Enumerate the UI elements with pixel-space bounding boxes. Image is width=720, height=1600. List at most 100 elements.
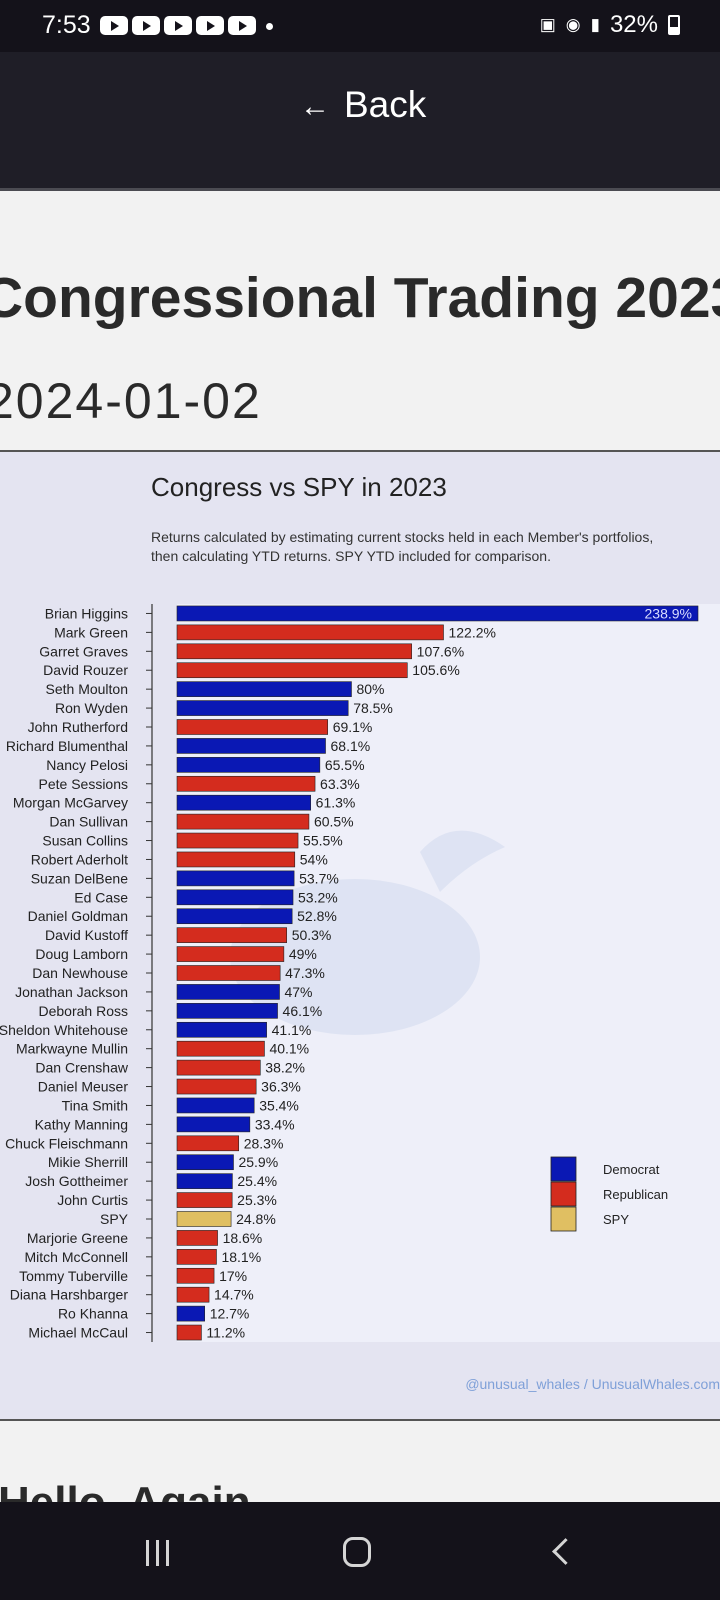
chart-subtitle: Returns calculated by estimating current… bbox=[151, 529, 654, 564]
bar-value-label: 17% bbox=[219, 1268, 247, 1284]
youtube-notification-icon bbox=[164, 16, 192, 35]
bar-category-label: Brian Higgins bbox=[45, 605, 128, 621]
bar bbox=[176, 1135, 240, 1152]
bar-category-label: Chuck Fleischmann bbox=[5, 1135, 128, 1151]
bar bbox=[176, 794, 311, 811]
bar-category-label: Daniel Meuser bbox=[38, 1079, 129, 1095]
bar-value-label: 12.7% bbox=[210, 1306, 250, 1322]
more-notifications-dot bbox=[266, 23, 273, 30]
bar bbox=[176, 662, 408, 679]
recent-apps-icon[interactable] bbox=[146, 1540, 169, 1566]
bar bbox=[176, 681, 352, 697]
bar bbox=[176, 757, 321, 773]
bar bbox=[176, 1097, 255, 1114]
bar bbox=[176, 1078, 257, 1095]
bar-value-label: 80% bbox=[356, 681, 384, 697]
app-header: ← Back bbox=[0, 52, 720, 191]
legend-label: SPY bbox=[603, 1212, 629, 1227]
signal-icon: ▮ bbox=[590, 15, 600, 34]
bar-value-label: 53.2% bbox=[298, 889, 338, 905]
bar-category-label: Dan Crenshaw bbox=[35, 1060, 128, 1076]
nav-back-icon[interactable] bbox=[552, 1538, 579, 1565]
bar bbox=[176, 1003, 278, 1019]
bar-category-label: Robert Aderholt bbox=[31, 851, 128, 867]
bar-category-label: Susan Collins bbox=[42, 833, 128, 849]
home-icon[interactable] bbox=[343, 1537, 371, 1567]
bar bbox=[176, 1305, 205, 1322]
bar-value-label: 105.6% bbox=[412, 662, 459, 678]
bar-category-label: John Curtis bbox=[57, 1192, 128, 1208]
bar-category-label: Dan Newhouse bbox=[32, 965, 128, 981]
bar bbox=[176, 1230, 218, 1246]
bar-value-label: 65.5% bbox=[325, 757, 365, 773]
bar-value-label: 24.8% bbox=[236, 1211, 276, 1227]
bar-value-label: 55.5% bbox=[303, 833, 343, 849]
bar-value-label: 25.9% bbox=[238, 1154, 278, 1170]
bar bbox=[176, 1173, 233, 1189]
bar-category-label: Morgan McGarvey bbox=[13, 795, 128, 811]
bar bbox=[176, 984, 280, 1000]
bar bbox=[176, 1286, 210, 1303]
back-label: Back bbox=[344, 84, 427, 125]
bar bbox=[176, 927, 287, 943]
bar-value-label: 54% bbox=[300, 851, 328, 867]
bar bbox=[176, 775, 316, 792]
bar-value-label: 36.3% bbox=[261, 1079, 301, 1095]
legend-label: Republican bbox=[603, 1187, 668, 1202]
bar bbox=[176, 851, 296, 868]
bar-category-label: Suzan DelBene bbox=[31, 870, 129, 886]
bar-category-label: Josh Gottheimer bbox=[25, 1173, 128, 1189]
bar-category-label: Richard Blumenthal bbox=[6, 738, 128, 754]
bar-category-label: Deborah Ross bbox=[39, 1003, 129, 1019]
back-arrow-icon: ← bbox=[300, 90, 330, 123]
article-date: 2024-01-02 bbox=[0, 373, 262, 429]
youtube-notification-icon bbox=[132, 16, 160, 35]
bar bbox=[176, 738, 326, 754]
whale-watermark-body bbox=[230, 879, 480, 1035]
bar-value-label: 53.7% bbox=[299, 870, 339, 886]
whale-watermark-tail bbox=[420, 830, 505, 892]
bar-value-label: 25.3% bbox=[237, 1192, 277, 1208]
bar-category-label: Nancy Pelosi bbox=[46, 757, 128, 773]
bar-value-label: 122.2% bbox=[448, 624, 495, 640]
bar bbox=[176, 1324, 202, 1341]
bar-value-label: 14.7% bbox=[214, 1287, 254, 1303]
bar-category-label: Ro Khanna bbox=[58, 1306, 128, 1322]
bar bbox=[176, 1021, 267, 1038]
bar-value-label: 69.1% bbox=[333, 719, 373, 735]
chart-plot: Brian Higgins 238.9% Mark Green 122.2% Garre… bbox=[0, 604, 720, 1342]
bar-value-label: 18.1% bbox=[221, 1249, 261, 1265]
back-button[interactable]: ← Back bbox=[300, 84, 426, 126]
article-title: Congressional Trading 2023 bbox=[0, 266, 720, 330]
bar-value-label: 18.6% bbox=[223, 1230, 263, 1246]
youtube-notification-icon bbox=[196, 16, 224, 35]
legend-swatch bbox=[550, 1156, 577, 1182]
bar-category-label: Dan Sullivan bbox=[49, 814, 128, 830]
bar-value-label: 61.3% bbox=[316, 795, 356, 811]
status-bar: 7:53 ▣ ◉ ▮ 32% bbox=[0, 0, 720, 52]
bar-value-label: 47.3% bbox=[285, 965, 325, 981]
navigation-bar bbox=[0, 1502, 720, 1600]
bar-category-label: Mikie Sherrill bbox=[48, 1154, 128, 1170]
bar-category-label: Tina Smith bbox=[62, 1097, 128, 1113]
bar bbox=[176, 813, 310, 830]
bar bbox=[176, 889, 294, 906]
bar-category-label: SPY bbox=[100, 1211, 129, 1227]
legend-swatch bbox=[550, 1181, 577, 1207]
bar bbox=[176, 965, 281, 981]
bar-value-label: 11.2% bbox=[206, 1325, 245, 1341]
bar bbox=[176, 624, 444, 641]
bar-category-label: John Rutherford bbox=[28, 719, 128, 735]
bar bbox=[176, 946, 285, 962]
bar-category-label: Marjorie Greene bbox=[27, 1230, 128, 1246]
bar-value-label: 63.3% bbox=[320, 776, 360, 792]
bar-category-label: Daniel Goldman bbox=[28, 908, 128, 924]
bar bbox=[176, 908, 293, 925]
bar-value-label: 49% bbox=[289, 946, 317, 962]
bar-category-label: Diana Harshbarger bbox=[10, 1287, 129, 1303]
battery-percent: 32% bbox=[609, 11, 658, 38]
status-indicators: ▣ ◉ ▮ 32% bbox=[540, 11, 680, 39]
bar-value-label: 107.6% bbox=[417, 643, 464, 659]
chart-title: Congress vs SPY in 2023 bbox=[151, 472, 447, 502]
bar-category-label: Mitch McConnell bbox=[25, 1249, 128, 1265]
